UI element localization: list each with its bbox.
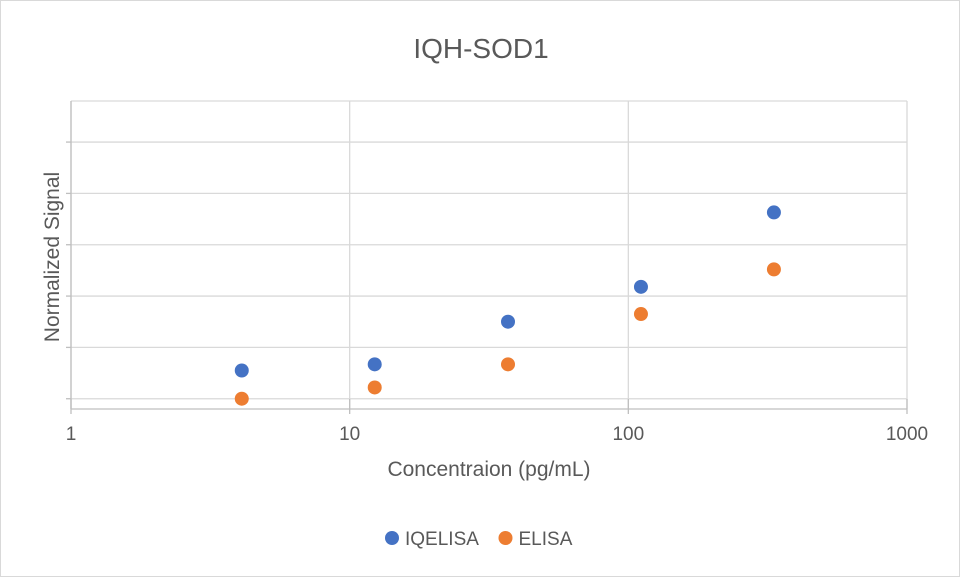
axes xyxy=(66,101,908,414)
data-point-elisa xyxy=(633,307,648,322)
data-point-elisa xyxy=(766,262,781,277)
x-tick-label: 100 xyxy=(612,424,644,445)
legend-item-iqelisa: IQELISA xyxy=(385,529,479,550)
legend-label: ELISA xyxy=(519,529,573,550)
x-tick-label: 1 xyxy=(66,424,77,445)
data-point-iqelisa xyxy=(766,205,781,220)
x-tick-label: 10 xyxy=(339,424,360,445)
data-point-iqelisa xyxy=(633,279,648,294)
gridlines xyxy=(70,100,908,409)
data-point-elisa xyxy=(501,357,516,372)
data-point-iqelisa xyxy=(367,357,382,372)
y-axis-label: Normalized Signal xyxy=(41,172,64,342)
legend: IQELISA ELISA xyxy=(385,529,573,550)
legend-item-elisa: ELISA xyxy=(498,529,573,550)
legend-marker xyxy=(385,531,399,545)
x-axis-label: Concentraion (pg/mL) xyxy=(387,458,590,481)
x-tick-labels: 1 10 100 1000 xyxy=(66,424,928,445)
data-point-iqelisa xyxy=(501,314,516,329)
chart-title: IQH-SOD1 xyxy=(413,33,548,64)
data-point-elisa xyxy=(367,380,382,395)
data-point-elisa xyxy=(234,391,249,406)
legend-label: IQELISA xyxy=(405,529,479,550)
data-points xyxy=(234,205,781,406)
legend-marker xyxy=(498,531,513,545)
x-tick-label: 1000 xyxy=(886,424,928,445)
data-point-iqelisa xyxy=(234,363,249,378)
